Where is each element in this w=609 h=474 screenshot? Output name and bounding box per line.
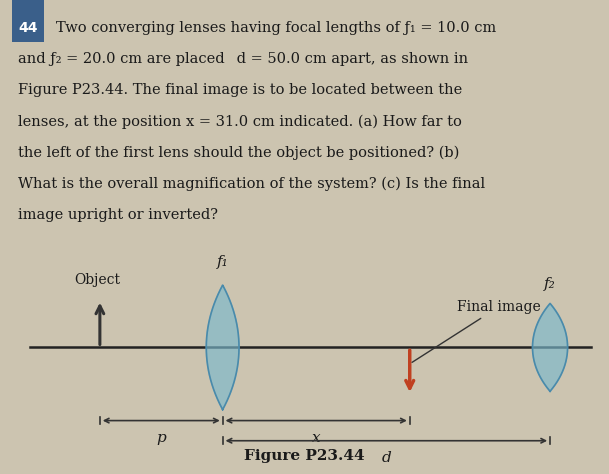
Text: d: d (381, 451, 391, 465)
Text: lenses, at the position x = 31.0 cm indicated. (a) How far to: lenses, at the position x = 31.0 cm indi… (18, 115, 462, 129)
FancyBboxPatch shape (12, 0, 44, 42)
Text: f₂: f₂ (544, 277, 556, 291)
Text: What is the overall magnification of the system? (c) Is the final: What is the overall magnification of the… (18, 177, 485, 191)
Text: Two converging lenses having focal lengths of ƒ₁ = 10.0 cm: Two converging lenses having focal lengt… (56, 21, 496, 35)
Text: p: p (157, 431, 166, 445)
Text: Object: Object (74, 273, 120, 287)
Polygon shape (532, 303, 568, 392)
Text: x: x (312, 431, 320, 445)
Polygon shape (206, 285, 239, 410)
Text: and ƒ₂ = 20.0 cm are placed  d = 50.0 cm apart, as shown in: and ƒ₂ = 20.0 cm are placed d = 50.0 cm … (18, 52, 468, 66)
Text: Figure P23.44: Figure P23.44 (244, 449, 365, 463)
Text: image upright or inverted?: image upright or inverted? (18, 208, 218, 222)
Text: f₁: f₁ (217, 255, 228, 269)
Text: Final image: Final image (412, 300, 540, 362)
Text: the left of the first lens should the object be positioned? (b): the left of the first lens should the ob… (18, 146, 459, 160)
Text: Figure P23.44. The final image is to be located between the: Figure P23.44. The final image is to be … (18, 83, 462, 98)
Text: 44: 44 (18, 21, 38, 35)
